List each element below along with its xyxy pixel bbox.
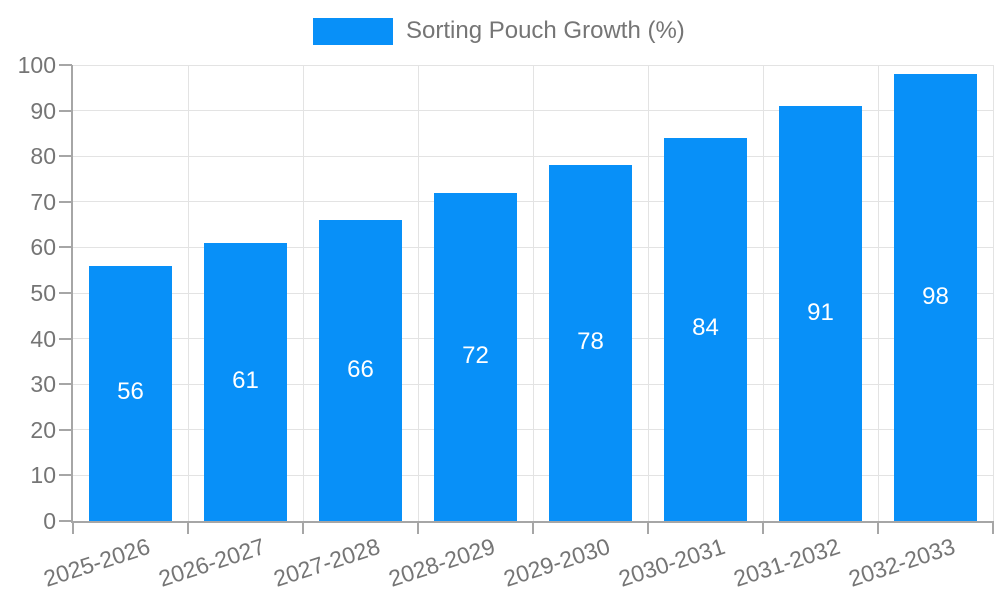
y-axis-tick xyxy=(59,200,72,203)
bar-value-label: 61 xyxy=(232,366,259,394)
bar-value-label: 84 xyxy=(692,314,719,342)
gridline-vertical xyxy=(302,65,304,521)
y-tick-label: 70 xyxy=(30,188,56,215)
bar-value-label: 56 xyxy=(117,378,144,406)
x-axis-tick xyxy=(647,521,649,534)
gridline-vertical xyxy=(647,65,649,521)
bar-value-label: 98 xyxy=(922,282,949,310)
bar[interactable] xyxy=(204,242,287,521)
bar[interactable] xyxy=(89,265,172,521)
x-axis-tick xyxy=(532,521,534,534)
y-tick-label: 50 xyxy=(30,280,56,306)
x-axis-tick xyxy=(187,521,189,534)
x-axis-tick xyxy=(72,521,74,534)
gridline-vertical xyxy=(417,65,419,521)
y-axis-tick xyxy=(59,109,72,112)
legend-swatch-icon xyxy=(313,17,393,45)
bar-value-label: 91 xyxy=(807,298,834,326)
bar[interactable] xyxy=(894,74,977,521)
bar-value-label: 66 xyxy=(347,355,374,383)
bar-value-label: 72 xyxy=(462,341,489,369)
y-axis-tick xyxy=(59,383,72,386)
x-axis-tick xyxy=(992,521,994,534)
y-axis-tick xyxy=(59,520,72,522)
y-tick-label: 60 xyxy=(30,234,56,261)
x-axis-tick xyxy=(877,521,879,534)
bar-value-label: 78 xyxy=(577,328,604,356)
x-axis-tick xyxy=(417,521,419,534)
bar[interactable] xyxy=(434,192,517,521)
gridline-vertical xyxy=(762,65,764,521)
bar[interactable] xyxy=(549,165,632,521)
y-axis-tick xyxy=(59,155,72,158)
gridline-vertical xyxy=(187,65,189,521)
legend-item[interactable]: Sorting Pouch Growth (%) xyxy=(313,17,685,45)
y-tick-label: 0 xyxy=(43,508,56,534)
bar[interactable] xyxy=(779,106,862,521)
y-axis-tick xyxy=(59,246,72,249)
gridline-vertical xyxy=(877,65,879,521)
y-axis-tick xyxy=(59,337,72,340)
y-axis-tick xyxy=(59,292,72,294)
gridline-vertical xyxy=(992,65,994,521)
y-axis-line xyxy=(71,65,73,521)
legend-label: Sorting Pouch Growth (%) xyxy=(406,17,685,44)
y-tick-label: 40 xyxy=(30,325,56,352)
y-tick-label: 90 xyxy=(30,97,56,124)
y-axis-tick xyxy=(59,474,72,477)
bar[interactable] xyxy=(319,220,402,521)
y-axis-tick xyxy=(59,64,72,66)
y-tick-label: 10 xyxy=(30,462,56,489)
y-tick-label: 100 xyxy=(17,52,56,78)
y-tick-label: 30 xyxy=(30,371,56,398)
y-tick-label: 20 xyxy=(30,416,56,443)
y-tick-label: 80 xyxy=(30,143,56,170)
x-axis-tick xyxy=(762,521,764,534)
gridline-vertical xyxy=(532,65,534,521)
y-axis-tick xyxy=(59,428,72,431)
bar[interactable] xyxy=(664,137,747,521)
x-axis-tick xyxy=(302,521,304,534)
